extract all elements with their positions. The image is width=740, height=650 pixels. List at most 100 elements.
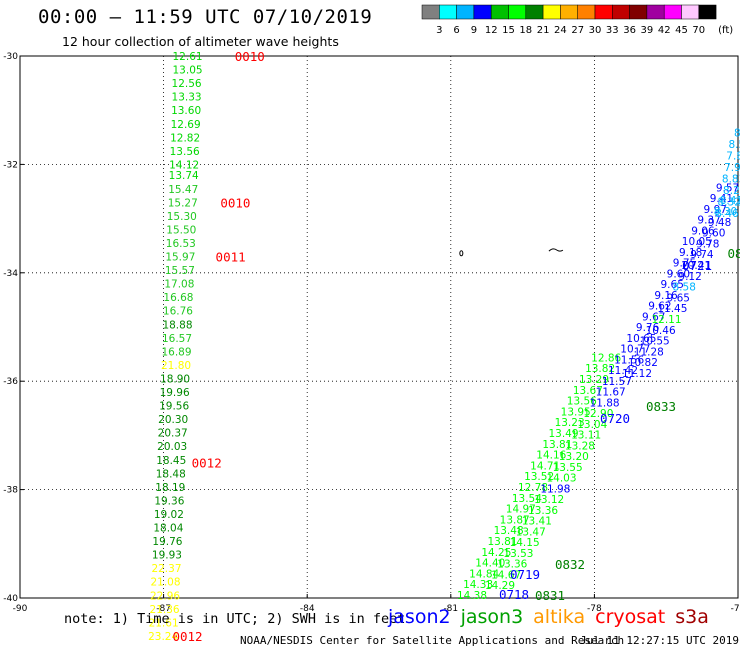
wave-height-label: 13.53 — [503, 548, 533, 560]
wave-height-label: 8.30 — [714, 206, 737, 218]
wave-height-label: 9.12 — [678, 271, 701, 283]
pass-time-label: 0831 — [535, 588, 565, 603]
wave-height-label: 9.76 — [636, 322, 660, 334]
wave-height-label: 14.03 — [546, 473, 576, 485]
wave-height-label: 13.20 — [559, 451, 589, 463]
wave-height-label: 8.58 — [673, 282, 696, 294]
wave-height-label: 13.28 — [565, 440, 595, 452]
satellite-label: jason2 — [388, 606, 451, 628]
wave-height-label: 9.67 — [642, 311, 665, 323]
map-frame — [19, 55, 739, 599]
legend-tick-label: 42 — [658, 25, 671, 36]
legend-tick-label: 39 — [641, 25, 654, 36]
wave-height-label: 13.33 — [172, 92, 202, 104]
wave-height-label: 11.88 — [590, 397, 620, 409]
y-tick-label: -30 — [3, 52, 18, 62]
wave-height-label: 15.50 — [166, 224, 196, 236]
color-legend: 3 6 9 12 15 18 21 24 27 30 33 36 39 42 45 70 (ft) — [421, 4, 733, 36]
wave-height-label: 9.18 — [679, 247, 702, 259]
wave-height-label: 9.65 — [667, 292, 690, 304]
y-tick-label: -40 — [3, 594, 18, 604]
wave-height-label: 9.16 — [654, 290, 678, 302]
wave-height-label: 13.41 — [522, 516, 552, 528]
pass-time-label: 0012 — [172, 629, 202, 644]
page-subtitle: 12 hour collection of altimeter wave hei… — [62, 34, 339, 49]
wave-height-label: 8.2 — [734, 128, 740, 140]
wave-height-label: 13.56 — [567, 396, 597, 408]
wave-height-label: 22.96 — [150, 590, 180, 602]
wave-height-label: 15.57 — [165, 265, 195, 277]
wave-height-label: 12.69 — [171, 119, 201, 131]
pass-time-label: 0012 — [192, 456, 222, 471]
wave-height-label: 13.04 — [577, 419, 607, 431]
wave-height-label: 18.90 — [160, 373, 190, 385]
pass-time-label: 0721 — [682, 258, 712, 273]
wave-height-label: 14.25 — [481, 547, 511, 559]
wave-height-label: 18.19 — [155, 482, 185, 494]
satellite-label: s3a — [675, 606, 709, 628]
wave-height-label: 13.81 — [542, 439, 572, 451]
wave-height-label: 13.49 — [548, 428, 578, 440]
wave-height-label: 14.29 — [485, 580, 515, 592]
wave-height-label: 19.02 — [154, 509, 184, 521]
wave-height-label: 8.41 — [720, 195, 740, 207]
wave-height-label: 12.82 — [170, 132, 200, 144]
x-tick-label: -87 — [156, 604, 171, 614]
wave-height-label: 11.56 — [614, 354, 644, 366]
legend-tick-label: 33 — [606, 25, 619, 36]
wave-height-label: 13.52 — [524, 471, 554, 483]
wave-height-label: 14.84 — [469, 568, 499, 580]
wave-height-label: 13.60 — [171, 105, 201, 117]
wave-height-label: 12.86 — [591, 352, 621, 364]
island-outline — [459, 250, 464, 257]
wave-height-label: 16.68 — [163, 292, 193, 304]
wave-height-label: 17.08 — [164, 279, 194, 291]
wave-height-label: 14.97 — [506, 504, 536, 516]
wave-height-label: 13.36 — [528, 505, 558, 517]
wave-height-label: 10.46 — [646, 325, 676, 337]
wave-height-label: 11.57 — [602, 376, 632, 388]
wave-height-label: 19.56 — [159, 401, 189, 413]
wave-height-label: 11.45 — [657, 303, 687, 315]
wave-height-label: 14.12 — [169, 159, 199, 171]
satellite-label: cryosat — [595, 606, 666, 628]
wave-height-label: 14.67 — [491, 569, 521, 581]
wave-height-label: 18.04 — [153, 523, 183, 535]
wave-height-label: 19.93 — [152, 550, 182, 562]
wave-height-label: 15.47 — [168, 184, 198, 196]
legend-tick-label: 6 — [453, 25, 459, 36]
wave-height-label: 9.48 — [708, 217, 731, 229]
wave-height-label: 21.36 — [150, 604, 180, 616]
wave-height-label: 8.2 — [723, 185, 740, 197]
wave-height-label: 9.65 — [661, 279, 684, 291]
y-tick-label: -38 — [3, 486, 18, 496]
x-tick-label: -81 — [443, 604, 458, 614]
legend-tick-label: 3 — [436, 25, 442, 36]
legend-tick-label: 12 — [485, 25, 498, 36]
wave-height-label: 8.32 — [718, 197, 740, 209]
wave-height-label: 16.53 — [166, 238, 196, 250]
wave-height-label: 13.74 — [169, 170, 199, 182]
wave-height-label: 12.56 — [172, 78, 202, 90]
wave-height-label: 10.55 — [640, 336, 670, 348]
x-tick-label: -78 — [587, 604, 602, 614]
wave-height-label: 13.67 — [573, 385, 603, 397]
island-outline — [548, 248, 564, 252]
wave-height-label: 9.62 — [648, 301, 671, 313]
wave-height-label: 10.77 — [620, 344, 650, 356]
wave-height-label: 10.41 — [681, 260, 711, 272]
wave-height-label: 9.97 — [704, 204, 727, 216]
wave-height-label: 20.03 — [157, 441, 187, 453]
wave-height-label: 10.82 — [628, 357, 658, 369]
legend-tick-label: 18 — [519, 25, 532, 36]
wave-height-label: 19.96 — [160, 387, 190, 399]
wave-height-label: 9.74 — [690, 249, 714, 261]
page-title: 00:00 – 11:59 UTC 07/10/2019 — [38, 6, 373, 28]
satellite-label: altika — [533, 606, 586, 628]
wave-height-label: 7.97 — [724, 162, 740, 174]
legend-tick-label: 30 — [589, 25, 602, 36]
wave-height-label: 18.45 — [156, 455, 186, 467]
wave-height-label: 12.90 — [583, 408, 613, 420]
wave-height-label: 16.57 — [162, 333, 192, 345]
wave-height-label: 7.86 — [726, 151, 740, 163]
